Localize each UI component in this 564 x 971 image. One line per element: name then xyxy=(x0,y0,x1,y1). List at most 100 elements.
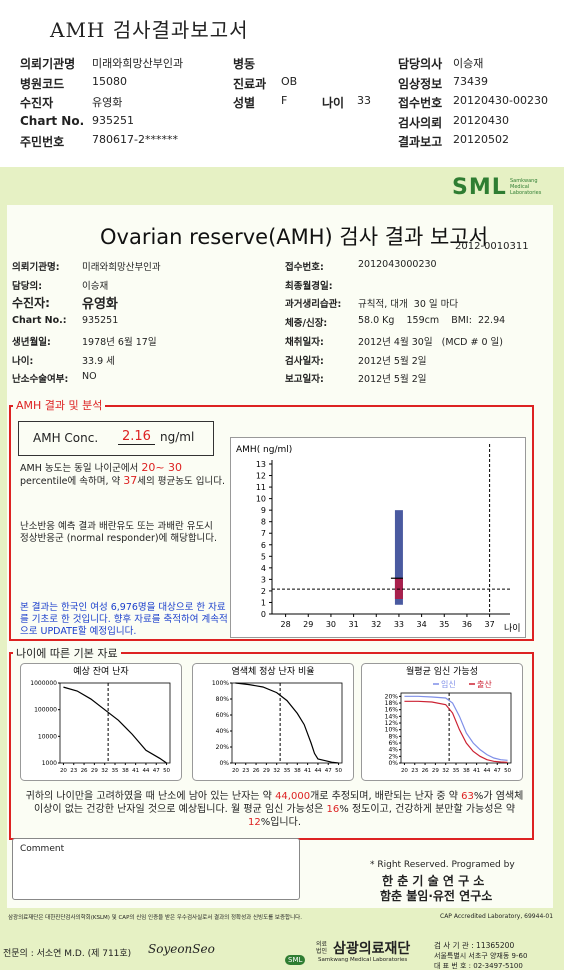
info-value: 2012년 5월 2일 xyxy=(358,355,427,367)
x-tick-label: 23 xyxy=(70,768,77,774)
info-value: 규칙적, 대개 30 일 마다 xyxy=(358,299,459,311)
x-tick-label: 32 xyxy=(101,768,108,774)
highlight: 12 xyxy=(247,817,261,828)
amh-unit: ng/ml xyxy=(160,430,195,444)
text: 귀하의 나이만을 고려하였을 때 난소에 남아 있는 난자는 약 xyxy=(25,791,276,802)
x-tick-label: 31 xyxy=(349,620,359,629)
x-tick-label: 41 xyxy=(304,768,311,774)
range-bar xyxy=(394,510,403,605)
org-en: Samkwang Medical Laboratories xyxy=(318,957,408,963)
field-value: 73439 xyxy=(453,74,488,88)
y-tick-label: 100000 xyxy=(34,707,57,714)
footer-logo: SML xyxy=(285,955,306,965)
y-tick-label: 10 xyxy=(256,495,266,504)
info-label: 수진자: xyxy=(12,296,50,311)
chart-frame xyxy=(20,663,182,781)
info-value: 미래와희망산부인과 xyxy=(82,262,161,273)
x-tick-label: 50 xyxy=(504,768,511,774)
chart-title: 월평균 임신 가능성 xyxy=(406,665,478,677)
x-tick-label: 20 xyxy=(60,768,67,774)
y-tick-label: 12% xyxy=(385,720,399,727)
chart-title: 예상 잔여 난자 xyxy=(73,665,129,677)
text: percentile에 속하며, 약 xyxy=(20,476,124,487)
footer-cap: CAP Accredited Laboratory, 69944-01 xyxy=(440,913,554,920)
x-tick-label: 36 xyxy=(462,620,472,629)
x-tick-label: 32 xyxy=(442,768,449,774)
x-axis-label: 나이 xyxy=(504,623,521,634)
x-tick-label: 44 xyxy=(142,768,149,774)
x-tick-label: 35 xyxy=(284,768,291,774)
field-value: 33 xyxy=(357,94,371,107)
field-label: Chart No. xyxy=(20,113,85,128)
text: AMH 농도는 동일 나이군에서 xyxy=(20,463,142,474)
y-tick-label: 8 xyxy=(261,518,266,527)
y-tick-label: 4 xyxy=(261,564,266,573)
curve xyxy=(63,686,167,764)
credit: 한 춘 기 술 연 구 소 xyxy=(382,874,485,888)
x-tick-label: 34 xyxy=(417,620,427,629)
y-tick-label: 60% xyxy=(216,712,230,719)
field-label: 수진자 xyxy=(20,96,54,110)
info-value: 58.0 Kg 159cm BMI: 22.94 xyxy=(358,315,506,327)
field-label: 의뢰기관명 xyxy=(20,57,76,71)
field-value: 20120430-00230 xyxy=(453,94,548,107)
highlight: 44,000 xyxy=(275,791,311,802)
y-tick-label: 7 xyxy=(261,529,266,538)
field-label: 나이 xyxy=(322,96,345,110)
info-value: 2012043000230 xyxy=(358,259,437,270)
footer-note: 삼광의료재단은 대한진단검사의학회(KSLM) 및 CAP의 신임 인증을 받은… xyxy=(8,915,302,921)
y-axis-label: AMH( ng/ml) xyxy=(236,445,292,455)
y-tick-label: 12 xyxy=(256,472,266,481)
basic-chart: 염색체 정상 난자 비율 0% 20% 40% 60% 80% 100% 20 23 26 29 32… xyxy=(192,663,354,781)
amh-text: 난소반응 예측 결과 배란유도 또는 과배란 유도시 정상반응군 (normal… xyxy=(20,521,218,544)
info-label: 난소수술여부: xyxy=(12,374,69,386)
info-value: NO xyxy=(82,371,97,383)
curve xyxy=(404,700,508,763)
field-value: F xyxy=(281,94,288,107)
info-label: Chart No.: xyxy=(12,315,67,327)
info-label: 채취일자: xyxy=(285,336,324,348)
field-value: 미래와희망산부인과 xyxy=(92,57,184,70)
org-prefix: 의료법인 xyxy=(316,941,328,955)
info-value: 935251 xyxy=(82,315,119,327)
logo: SML xyxy=(452,175,507,200)
x-tick-label: 50 xyxy=(163,768,170,774)
info-label: 검사일자: xyxy=(285,355,324,367)
field-label: 담당의사 xyxy=(398,57,443,71)
x-tick-label: 28 xyxy=(281,620,291,629)
text: 개로 추정되며, 배란되는 난자 중 약 xyxy=(310,791,462,802)
y-tick-label: 9 xyxy=(261,506,266,515)
info-label: 생년월일: xyxy=(12,336,51,348)
y-tick-label: 20% xyxy=(385,693,399,700)
field-value: 20120430 xyxy=(453,113,509,127)
field-value: 780617-2****** xyxy=(92,133,178,146)
comment-box xyxy=(12,838,300,900)
field-label: 주민번호 xyxy=(20,135,65,149)
info-label: 나이: xyxy=(12,355,34,367)
field-label: 병원코드 xyxy=(20,76,65,91)
field-value: 이승재 xyxy=(453,57,484,70)
x-tick-label: 38 xyxy=(294,768,301,774)
report-title: Ovarian reserve(AMH) 검사 결과 보고서 xyxy=(100,225,489,249)
amh-section xyxy=(9,405,534,641)
summary: 귀하의 나이만을 고려하였을 때 난소에 남아 있는 난자는 약 44,000개… xyxy=(22,790,527,829)
info-value: 유영화 xyxy=(82,297,118,313)
x-tick-label: 44 xyxy=(483,768,490,774)
y-tick-label: 1 xyxy=(261,598,266,607)
y-tick-label: 3 xyxy=(261,575,266,584)
doc-title: AMH 검사결과보고서 xyxy=(50,18,249,42)
info-label: 보고일자: xyxy=(285,374,324,386)
x-tick-label: 50 xyxy=(335,768,342,774)
x-tick-label: 38 xyxy=(463,768,470,774)
amh-result-box xyxy=(18,421,214,456)
y-tick-label: 6% xyxy=(388,740,398,747)
x-tick-label: 20 xyxy=(232,768,239,774)
info-label: 의뢰기관명: xyxy=(12,262,60,273)
amh-note: 본 결과는 한국인 여성 6,976명을 대상으로 한 자료를 기초로 한 것입… xyxy=(20,602,228,637)
legend-label: 임신 xyxy=(441,680,456,689)
comment-label: Comment xyxy=(20,844,65,854)
amh-text: AMH 농도는 동일 나이군에서 20~ 30 percentile에 속하며,… xyxy=(20,462,228,488)
basic-chart: 예상 잔여 난자 1000 10000 100000 1000000 20 23 26 29 32… xyxy=(20,663,182,781)
text: %입니다. xyxy=(260,817,301,828)
info-label: 최종월경일: xyxy=(285,280,333,292)
